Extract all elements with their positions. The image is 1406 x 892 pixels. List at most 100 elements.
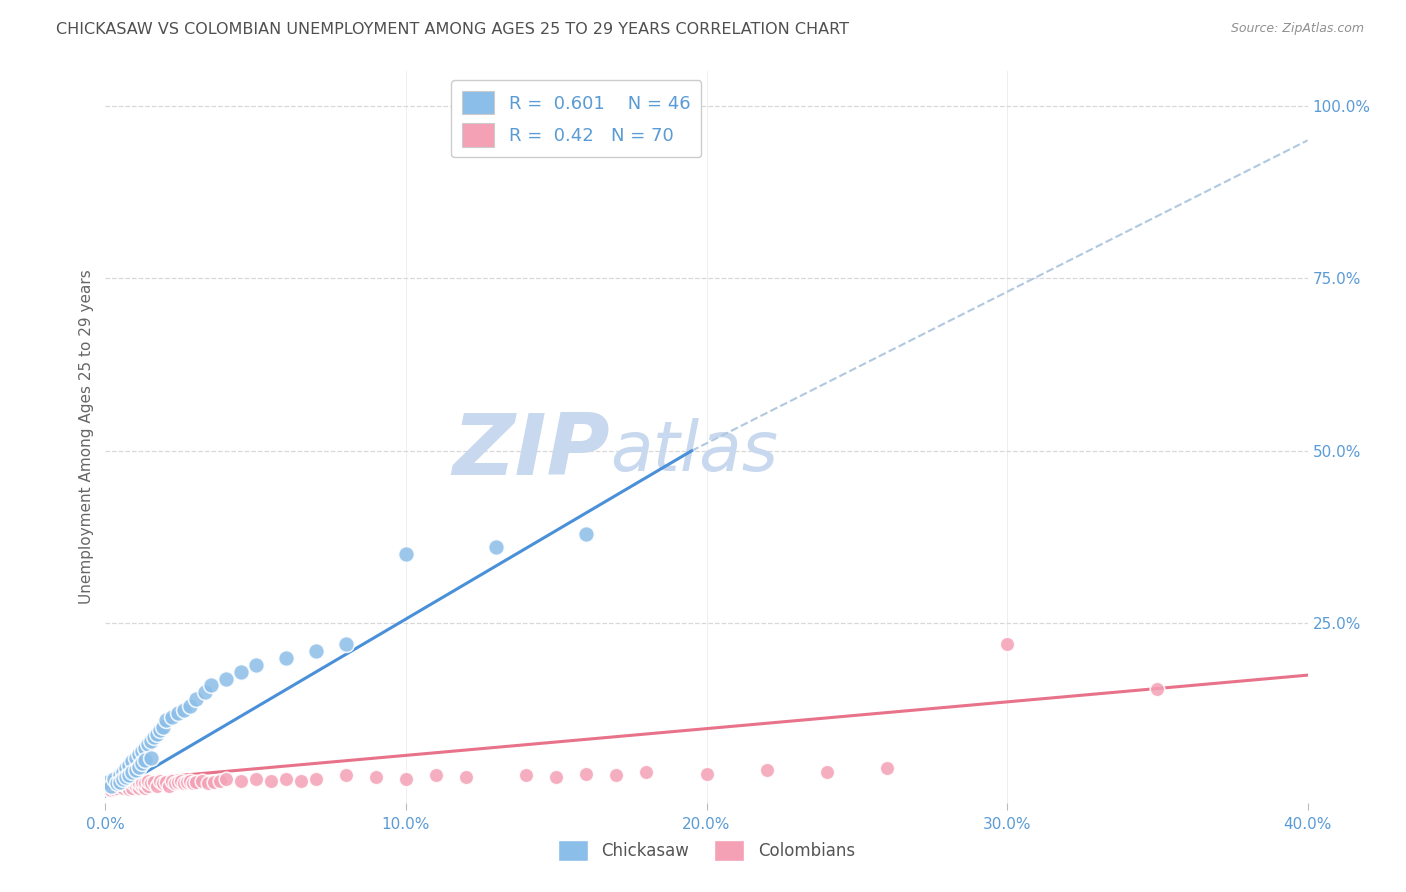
Point xyxy=(155,713,177,727)
Point xyxy=(118,757,141,772)
Point xyxy=(97,775,120,789)
Point xyxy=(124,773,146,788)
Point xyxy=(425,768,447,782)
Point xyxy=(166,775,188,789)
Point xyxy=(110,768,132,782)
Point xyxy=(148,723,170,738)
Point xyxy=(139,776,162,790)
Point xyxy=(97,782,120,797)
Point xyxy=(115,761,138,775)
Legend: Chickasaw, Colombians: Chickasaw, Colombians xyxy=(551,833,862,868)
Point xyxy=(142,775,165,789)
Point xyxy=(169,773,191,788)
Point xyxy=(112,764,135,779)
Point xyxy=(139,733,162,747)
Text: Source: ZipAtlas.com: Source: ZipAtlas.com xyxy=(1230,22,1364,36)
Point xyxy=(134,776,156,790)
Point xyxy=(136,779,159,793)
Point xyxy=(260,773,283,788)
Point xyxy=(103,776,125,790)
Point xyxy=(103,782,125,797)
Point xyxy=(173,776,195,790)
Point xyxy=(214,772,236,786)
Point xyxy=(131,779,153,793)
Text: atlas: atlas xyxy=(610,418,779,485)
Point xyxy=(214,672,236,686)
Point xyxy=(121,775,143,789)
Point xyxy=(112,772,135,786)
Point xyxy=(876,761,898,775)
Point xyxy=(145,727,167,741)
Point xyxy=(115,770,138,784)
Point xyxy=(454,770,477,784)
Point xyxy=(128,760,150,774)
Point xyxy=(305,772,328,786)
Point xyxy=(155,775,177,789)
Point xyxy=(229,773,252,788)
Point xyxy=(139,751,162,765)
Point xyxy=(118,776,141,790)
Point xyxy=(107,776,129,790)
Point xyxy=(179,699,201,714)
Point xyxy=(134,753,156,767)
Point xyxy=(152,720,174,734)
Point xyxy=(131,756,153,770)
Point xyxy=(395,772,418,786)
Point xyxy=(485,541,508,555)
Point xyxy=(115,773,138,788)
Point xyxy=(100,779,122,793)
Point xyxy=(107,780,129,795)
Point xyxy=(121,780,143,795)
Point xyxy=(121,764,143,779)
Point xyxy=(131,775,153,789)
Point xyxy=(395,548,418,562)
Point xyxy=(142,731,165,745)
Point xyxy=(100,783,122,797)
Point xyxy=(103,772,125,786)
Point xyxy=(107,775,129,789)
Point xyxy=(290,773,312,788)
Point xyxy=(118,768,141,782)
Point xyxy=(755,763,778,777)
Point xyxy=(134,780,156,795)
Text: ZIP: ZIP xyxy=(453,410,610,493)
Point xyxy=(335,768,357,782)
Point xyxy=(181,776,204,790)
Point xyxy=(157,779,180,793)
Point xyxy=(364,770,387,784)
Point xyxy=(208,773,231,788)
Point xyxy=(184,692,207,706)
Text: CHICKASAW VS COLOMBIAN UNEMPLOYMENT AMONG AGES 25 TO 29 YEARS CORRELATION CHART: CHICKASAW VS COLOMBIAN UNEMPLOYMENT AMON… xyxy=(56,22,849,37)
Point xyxy=(173,703,195,717)
Point xyxy=(160,773,183,788)
Y-axis label: Unemployment Among Ages 25 to 29 years: Unemployment Among Ages 25 to 29 years xyxy=(79,269,94,605)
Point xyxy=(100,779,122,793)
Point xyxy=(131,744,153,758)
Point xyxy=(110,773,132,788)
Point xyxy=(245,657,267,672)
Point xyxy=(575,767,598,781)
Point xyxy=(1146,681,1168,696)
Point xyxy=(995,637,1018,651)
Point xyxy=(245,772,267,786)
Point xyxy=(136,737,159,751)
Point xyxy=(128,780,150,795)
Point xyxy=(136,773,159,788)
Point xyxy=(145,779,167,793)
Point xyxy=(515,768,537,782)
Point xyxy=(274,651,297,665)
Point xyxy=(115,779,138,793)
Point xyxy=(124,779,146,793)
Point xyxy=(184,775,207,789)
Point xyxy=(148,773,170,788)
Point xyxy=(194,685,217,699)
Point xyxy=(128,747,150,762)
Point xyxy=(179,773,201,788)
Point xyxy=(124,763,146,777)
Point xyxy=(152,776,174,790)
Point xyxy=(636,764,658,779)
Point xyxy=(274,772,297,786)
Point xyxy=(128,776,150,790)
Point xyxy=(163,776,186,790)
Point xyxy=(160,709,183,723)
